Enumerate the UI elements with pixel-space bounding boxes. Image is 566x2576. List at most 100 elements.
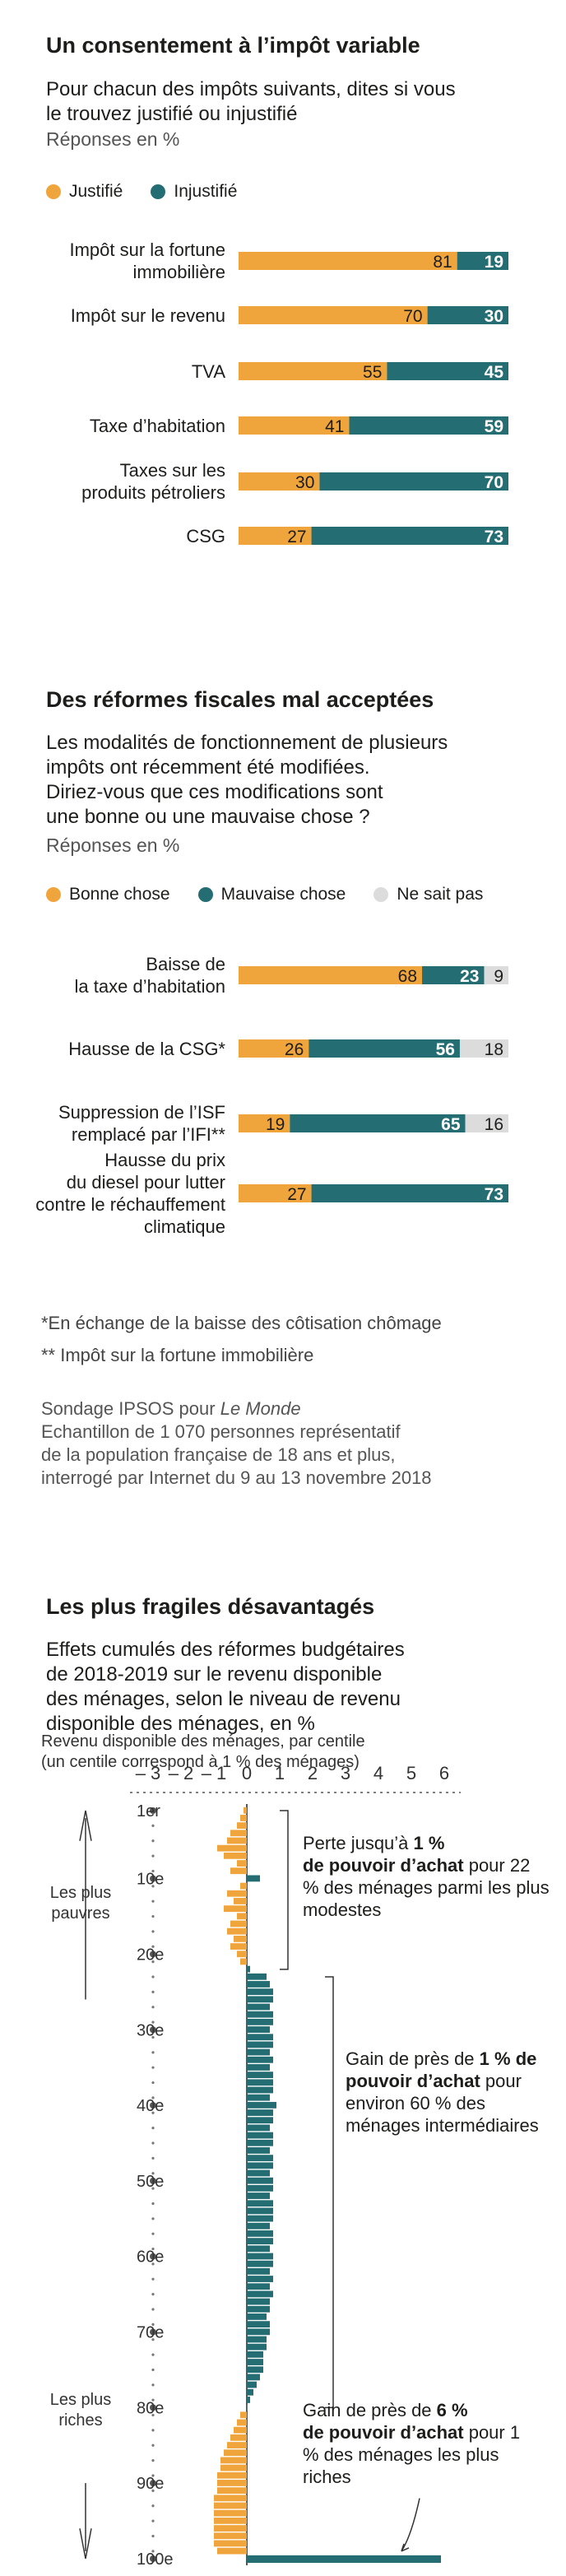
centile-bar — [214, 2502, 247, 2509]
centile-bar — [214, 2509, 247, 2517]
axis-dot — [151, 2534, 155, 2538]
category-label: Taxe d’habitation — [89, 415, 225, 436]
y-tick-dot — [150, 2102, 156, 2109]
axis-dot — [151, 1930, 155, 1933]
category-label: Impôt sur la fortune immobilière — [69, 239, 225, 282]
centile-bar — [247, 2132, 273, 2139]
centile-bar — [230, 1830, 247, 1837]
centile-bar — [247, 2026, 270, 2033]
x-tick-label: – 1 — [202, 1763, 227, 1783]
centile-bar — [234, 1935, 247, 1942]
source-block: Sondage IPSOS pour Le Monde Echantillon … — [41, 1398, 432, 1488]
centile-bar — [217, 1844, 247, 1852]
centile-bar — [247, 2343, 267, 2350]
axis-dot — [151, 2202, 155, 2206]
bar-segment — [309, 1039, 460, 1058]
centile-bar — [224, 1905, 247, 1913]
axis-dot — [151, 2217, 155, 2220]
centile-bar — [247, 2328, 270, 2336]
centile-bar — [217, 2487, 247, 2495]
axis-dot — [151, 1945, 155, 1948]
bar-segment — [319, 472, 508, 491]
centile-bar — [247, 2184, 273, 2192]
x-tick-label: 2 — [308, 1763, 318, 1783]
centile-bar — [244, 1806, 247, 1814]
data-label: 73 — [485, 1185, 503, 1204]
annotation-loss: Perte jusqu’à 1 % de pouvoir d’achat pou… — [303, 1833, 550, 1920]
category-label: CSG — [186, 525, 225, 546]
axis-dot — [151, 2066, 155, 2069]
centile-bar — [217, 2547, 247, 2555]
centile-bar — [237, 1913, 247, 1920]
axis-dot — [151, 2504, 155, 2508]
bar-segment — [427, 306, 508, 324]
data-label: 9 — [494, 967, 503, 986]
teal-dot-icon — [197, 887, 213, 902]
data-label: 55 — [363, 363, 382, 382]
data-label: 16 — [485, 1115, 503, 1134]
teal-dot-icon — [151, 184, 166, 199]
centile-bar — [247, 2336, 267, 2343]
orange-dot-icon — [46, 887, 61, 902]
centile-bar — [240, 1882, 247, 1890]
centile-bar — [247, 2147, 270, 2154]
category-label: Hausse du prix du diesel pour lutter con… — [35, 1150, 225, 1237]
axis-dot — [151, 2127, 155, 2130]
axis-dot — [151, 2081, 155, 2085]
data-label: 41 — [325, 417, 344, 436]
y-tick-label: 100e — [137, 2550, 174, 2569]
axis-dot — [151, 1914, 155, 1918]
x-tick-label: 6 — [439, 1763, 449, 1783]
bar-segment — [457, 252, 508, 270]
centile-bar — [247, 2555, 441, 2564]
centile-bar — [247, 2155, 273, 2162]
data-label: 70 — [403, 307, 422, 326]
x-tick-label: 1 — [275, 1763, 285, 1783]
chart3-axis-caption: Revenu disponible des ménages, par centi… — [41, 1732, 365, 1771]
x-tick-label: 5 — [406, 1763, 416, 1783]
centile-bar — [247, 2071, 273, 2079]
y-tick-label: 30e — [137, 2021, 164, 2039]
y-tick-dot — [150, 2328, 156, 2336]
y-tick-dot — [150, 2555, 156, 2562]
centile-bar — [247, 2238, 273, 2245]
centile-bar — [237, 1860, 247, 1867]
x-tick-label: 4 — [373, 1763, 383, 1783]
data-label: 81 — [433, 253, 452, 272]
y-tick-dot — [150, 2404, 156, 2411]
axis-dot — [151, 2368, 155, 2372]
axis-dot — [151, 1854, 155, 1858]
centile-bar — [227, 1927, 247, 1935]
y-tick-label: 70e — [137, 2324, 164, 2342]
centile-bar — [247, 2124, 270, 2132]
centile-bar — [247, 2313, 267, 2320]
grey-dot-icon — [373, 887, 389, 902]
centile-bar — [247, 2101, 276, 2109]
section2-subtitle: Les modalités de fonctionnement de plusi… — [46, 732, 448, 828]
data-label: 27 — [287, 528, 306, 546]
axis-dot — [151, 2398, 155, 2402]
bar-segment — [239, 416, 350, 435]
section1-title: Un consentement à l’impôt variable — [46, 33, 420, 58]
category-label: Suppression de l’ISF remplacé par l’IFI*… — [58, 1102, 225, 1145]
centile-bar — [217, 2480, 247, 2486]
y-tick-dot — [150, 2480, 156, 2487]
data-label: 23 — [460, 967, 479, 986]
section1-legend: Justifié Injustifié — [46, 182, 257, 202]
centile-bar — [247, 2230, 273, 2237]
poorest-label: Les plus pauvres — [49, 1884, 112, 1923]
chart2-svg: 68 23 9 26 56 18 19 65 16 27 73 — [239, 966, 508, 1204]
centile-bar — [240, 1958, 247, 1965]
centile-bar — [247, 2094, 270, 2101]
axis-dot — [151, 2308, 155, 2311]
data-label: 26 — [285, 1040, 304, 1059]
category-label: Taxes sur les produits pétroliers — [81, 460, 225, 503]
chart1-svg: 81 19 70 30 55 45 41 59 30 70 27 73 — [239, 252, 508, 546]
bar-segment — [290, 1114, 466, 1132]
centile-bar — [247, 2011, 273, 2018]
y-tick-label: 20e — [137, 1946, 164, 1964]
axis-dot — [151, 2353, 155, 2356]
centile-bar — [247, 2290, 273, 2298]
centile-bar — [230, 1943, 247, 1950]
axis-dot — [151, 2172, 155, 2175]
